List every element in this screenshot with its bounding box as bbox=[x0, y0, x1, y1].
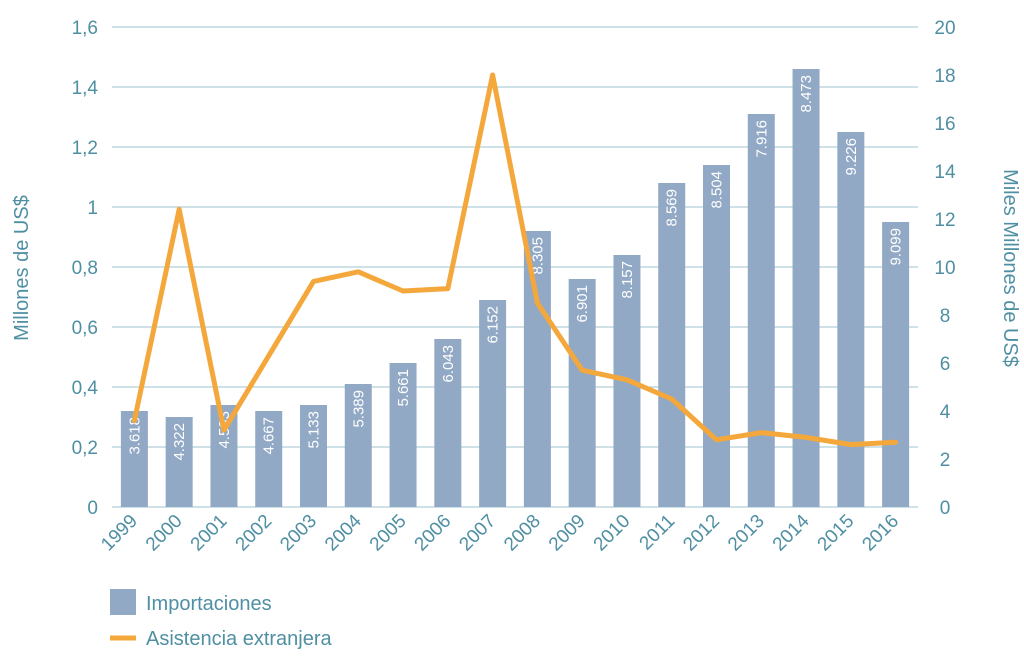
y-tick-label: 1,2 bbox=[72, 138, 98, 159]
line-asistencia-extranjera bbox=[131, 72, 899, 448]
bar bbox=[255, 411, 283, 507]
bar-value-label: 4.322 bbox=[171, 423, 188, 461]
bar-value-label: 7.916 bbox=[753, 120, 770, 158]
bar bbox=[434, 339, 462, 507]
legend: Importaciones Asistencia extranjera bbox=[110, 589, 333, 650]
bar-value-label: 8.473 bbox=[798, 75, 815, 113]
legend-label-importaciones: Importaciones bbox=[146, 593, 272, 615]
y2-axis-title: Miles Millones de US$ bbox=[999, 169, 1021, 367]
y2-tick-label: 0 bbox=[940, 498, 951, 519]
y2-tick-label: 2 bbox=[940, 450, 951, 471]
y-tick-label: 0,2 bbox=[72, 438, 98, 459]
bar bbox=[523, 231, 551, 507]
y2-tick-label: 18 bbox=[934, 66, 955, 87]
bar-value-label: 4.667 bbox=[261, 417, 278, 455]
bar-value-label: 5.661 bbox=[395, 369, 412, 407]
bar bbox=[300, 405, 327, 507]
y-tick-label: 0,8 bbox=[72, 258, 98, 279]
bar-value-label: 6.901 bbox=[574, 285, 591, 323]
bar bbox=[747, 114, 775, 507]
bar bbox=[568, 279, 596, 507]
y2-tick-label: 8 bbox=[940, 306, 951, 327]
bar-value-label: 6.043 bbox=[440, 345, 457, 383]
y2-tick-label: 16 bbox=[934, 114, 955, 135]
x-tick-label: 2002 bbox=[232, 511, 277, 556]
y-axis-title: Millones de US$ bbox=[11, 195, 33, 341]
bar bbox=[479, 300, 507, 507]
bar bbox=[389, 363, 417, 507]
x-tick-label: 2007 bbox=[455, 511, 500, 556]
bar-value-label: 8.504 bbox=[709, 171, 726, 209]
bar-value-label: 9.099 bbox=[888, 228, 905, 266]
bar-value-label: 8.569 bbox=[664, 189, 681, 227]
bar-value-label: 5.389 bbox=[350, 390, 367, 428]
x-tick-label: 2013 bbox=[724, 511, 769, 556]
bar-value-label: 8.157 bbox=[619, 261, 636, 299]
bar-value-label: 8.305 bbox=[529, 237, 546, 275]
x-tick-label: 2001 bbox=[187, 511, 232, 556]
x-tick-label: 2016 bbox=[858, 511, 903, 556]
x-tick-label: 2008 bbox=[500, 511, 545, 556]
y-tick-label: 0 bbox=[87, 498, 98, 519]
x-tick-label: 2004 bbox=[321, 510, 366, 555]
bar bbox=[165, 417, 193, 507]
bar bbox=[120, 411, 148, 507]
line-layer bbox=[131, 72, 899, 448]
y-tick-label: 1,6 bbox=[72, 18, 98, 39]
legend-swatch-importaciones bbox=[110, 589, 136, 615]
bar-value-label: 3.618 bbox=[126, 417, 143, 455]
bar bbox=[344, 384, 372, 507]
x-tick-label: 2010 bbox=[590, 511, 635, 556]
x-tick-label: 2003 bbox=[276, 511, 321, 556]
grid-layer bbox=[112, 26, 918, 508]
bar-layer: 3.618 4.322 4.593 4.667 5.1335.3895.6616.043… bbox=[120, 69, 910, 507]
x-tick-label: 2012 bbox=[679, 511, 724, 556]
y-tick-label: 1,4 bbox=[72, 78, 99, 99]
x-tick-label: 2006 bbox=[411, 511, 456, 556]
axis-layer: 0 0,2 0,4 0,6 0,8 1 1,2 1,4 1,6 0 2 4 6 8 10 12 14 16 18 20… bbox=[72, 18, 956, 555]
y-tick-label: 1 bbox=[87, 198, 98, 219]
legend-label-asistencia: Asistencia extranjera bbox=[146, 628, 333, 650]
x-tick-label: 2009 bbox=[545, 511, 590, 556]
x-tick-label: 2000 bbox=[142, 511, 187, 556]
y2-tick-label: 6 bbox=[940, 354, 951, 375]
x-tick-label: 2011 bbox=[636, 511, 680, 555]
bar bbox=[837, 132, 865, 507]
y2-tick-label: 12 bbox=[934, 210, 955, 231]
bar bbox=[882, 222, 910, 507]
x-tick-label: 2014 bbox=[769, 510, 814, 555]
bar bbox=[703, 165, 730, 507]
bar-value-label: 9.226 bbox=[843, 138, 860, 176]
y-tick-label: 0,6 bbox=[72, 318, 98, 339]
x-tick-label: 1999 bbox=[97, 511, 142, 556]
y2-tick-label: 4 bbox=[940, 402, 951, 423]
bar bbox=[658, 183, 686, 507]
y2-tick-label: 20 bbox=[934, 18, 955, 39]
bar-value-label: 6.152 bbox=[485, 306, 502, 344]
x-tick-label: 2005 bbox=[366, 511, 411, 556]
x-tick-label: 2015 bbox=[814, 511, 859, 556]
bar-value-label: 5.133 bbox=[306, 411, 323, 449]
y2-tick-label: 14 bbox=[934, 162, 956, 183]
y-tick-label: 0,4 bbox=[72, 378, 99, 399]
y2-tick-label: 10 bbox=[934, 258, 955, 279]
